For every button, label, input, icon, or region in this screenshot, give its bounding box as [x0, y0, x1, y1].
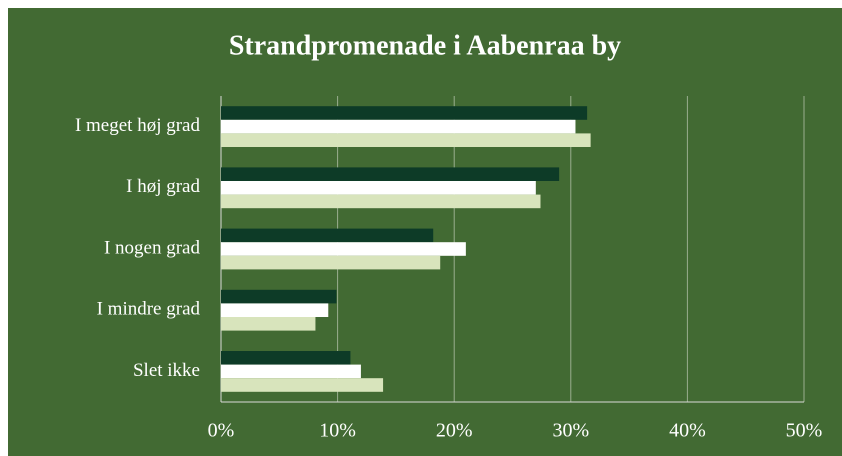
chart-title: Strandpromenade i Aabenraa by [229, 30, 621, 61]
y-tick-label: I meget høj grad [75, 115, 201, 136]
bar [221, 194, 541, 209]
bar [221, 167, 560, 181]
y-tick-label: I mindre grad [97, 299, 201, 320]
bar [221, 289, 337, 304]
y-tick-label: I nogen grad [104, 237, 201, 258]
x-tick-label: 20% [436, 420, 473, 442]
x-tick-label: 30% [552, 420, 589, 442]
y-tick-label: Slet ikke [133, 360, 200, 381]
bar [221, 351, 351, 365]
bar [221, 106, 588, 120]
x-tick-label: 10% [319, 420, 356, 442]
bar [221, 228, 434, 243]
bar [221, 303, 329, 317]
bar [221, 317, 316, 331]
x-tick-label: 50% [786, 420, 823, 442]
y-tick-label: I høj grad [126, 176, 200, 197]
bar [221, 242, 466, 256]
x-tick-label: 40% [669, 420, 706, 442]
bar [221, 255, 441, 270]
bar [221, 133, 591, 147]
bar [221, 378, 384, 392]
bar [221, 181, 536, 195]
bar [221, 119, 576, 134]
x-tick-label: 0% [208, 420, 235, 442]
bar [221, 364, 361, 379]
